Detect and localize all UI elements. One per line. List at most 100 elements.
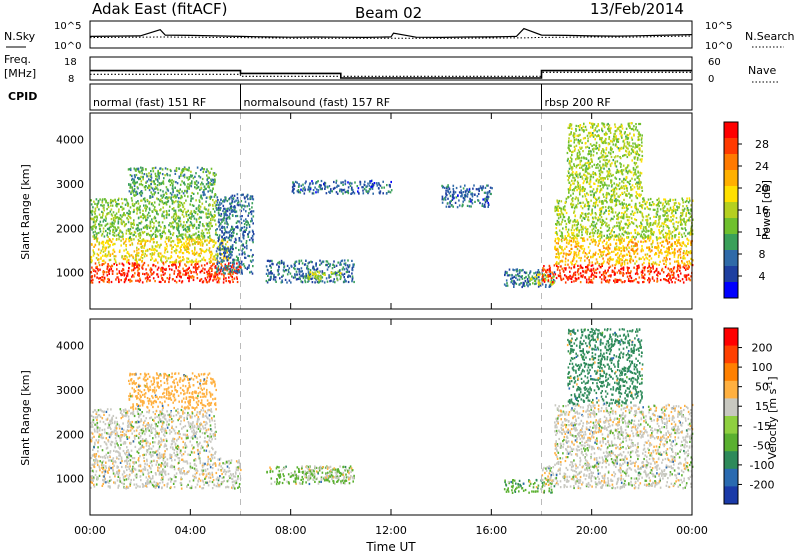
power-cell [181, 203, 184, 206]
power-cell [648, 259, 651, 262]
power-cell [164, 196, 167, 200]
power-cell [447, 202, 449, 205]
power-cell [573, 207, 576, 210]
power-cell [179, 271, 182, 274]
power-cell [165, 236, 168, 239]
power-cell [139, 233, 142, 236]
power-cell [675, 220, 678, 224]
power-cell [138, 235, 140, 238]
power-cell [134, 181, 137, 184]
power-cell [521, 277, 524, 280]
power-cell [630, 217, 633, 220]
power-cell [92, 268, 95, 271]
power-cell [138, 272, 141, 275]
power-cell [233, 240, 236, 243]
power-cell [649, 278, 651, 281]
power-cell [189, 260, 192, 263]
power-cell [370, 180, 372, 183]
power-cell [585, 215, 587, 218]
power-cell [185, 214, 188, 218]
power-cell [670, 232, 672, 235]
power-cell [144, 226, 146, 229]
power-cell [555, 256, 557, 259]
power-cell [293, 264, 296, 268]
power-cell [213, 172, 216, 175]
power-cell [171, 199, 173, 202]
power-cell [622, 228, 624, 231]
nave-tick-top: 60 [708, 57, 721, 68]
power-cell [327, 262, 330, 265]
power-cell [344, 278, 346, 281]
power-cell [664, 250, 666, 254]
power-cell [463, 194, 466, 197]
power-cell [618, 226, 620, 229]
cpid-segment-label: normalsound (fast) 157 RF [244, 96, 391, 109]
power-cell [656, 280, 658, 283]
power-cell [573, 250, 576, 254]
power-cell [309, 271, 312, 274]
power-cell [687, 209, 690, 212]
power-cell [142, 253, 144, 256]
power-cell [668, 281, 671, 284]
power-cell [686, 260, 688, 263]
power-cell [669, 274, 671, 277]
power-cell [232, 248, 234, 251]
power-cell [685, 276, 688, 279]
power-cell [562, 206, 565, 209]
power-cell [202, 280, 205, 283]
power-cell [674, 252, 676, 255]
power-cell [102, 227, 105, 230]
power-cell [97, 201, 100, 204]
power-cell [137, 251, 140, 254]
power-cell [184, 183, 186, 186]
power-cell [681, 235, 684, 238]
power-cell [586, 233, 588, 236]
power-cell [619, 278, 621, 281]
power-cell [171, 264, 174, 267]
power-cell [146, 198, 149, 202]
power-cell [251, 219, 253, 222]
power-cell [212, 218, 214, 221]
power-cell [649, 268, 652, 271]
power-cell [177, 223, 180, 226]
power-cell [619, 258, 622, 261]
power-cell [216, 247, 219, 250]
power-cell [557, 252, 560, 255]
power-cell [231, 251, 233, 254]
power-cell [218, 225, 220, 228]
power-cell [335, 191, 338, 194]
power-cell [611, 264, 614, 267]
power-cell [524, 280, 527, 283]
power-cell [136, 181, 138, 184]
power-cell [671, 210, 674, 213]
power-cell [212, 172, 215, 175]
power-cell [151, 252, 154, 255]
power-cell [193, 181, 196, 184]
power-cell [191, 275, 194, 278]
power-cell [125, 277, 127, 280]
power-cell [215, 272, 218, 276]
power-cell [590, 270, 593, 273]
power-cell [607, 258, 609, 261]
power-cell [168, 276, 171, 279]
power-cell [147, 232, 150, 235]
power-cell [240, 209, 242, 213]
power-cell [242, 193, 244, 196]
power-cell [321, 276, 324, 279]
power-cell [618, 246, 620, 249]
power-cell [181, 169, 183, 172]
power-cell [319, 186, 322, 189]
power-cell [188, 266, 190, 269]
power-cell [147, 175, 149, 178]
power-cell [278, 260, 281, 264]
power-cell [232, 209, 234, 212]
power-cell [112, 211, 115, 214]
power-cell [656, 247, 658, 250]
power-cell [634, 231, 637, 234]
power-cell [179, 200, 181, 204]
power-cell [208, 186, 211, 189]
power-cell [178, 204, 181, 207]
power-cell [347, 189, 349, 192]
power-cell [463, 198, 466, 201]
power-cell [223, 254, 226, 258]
